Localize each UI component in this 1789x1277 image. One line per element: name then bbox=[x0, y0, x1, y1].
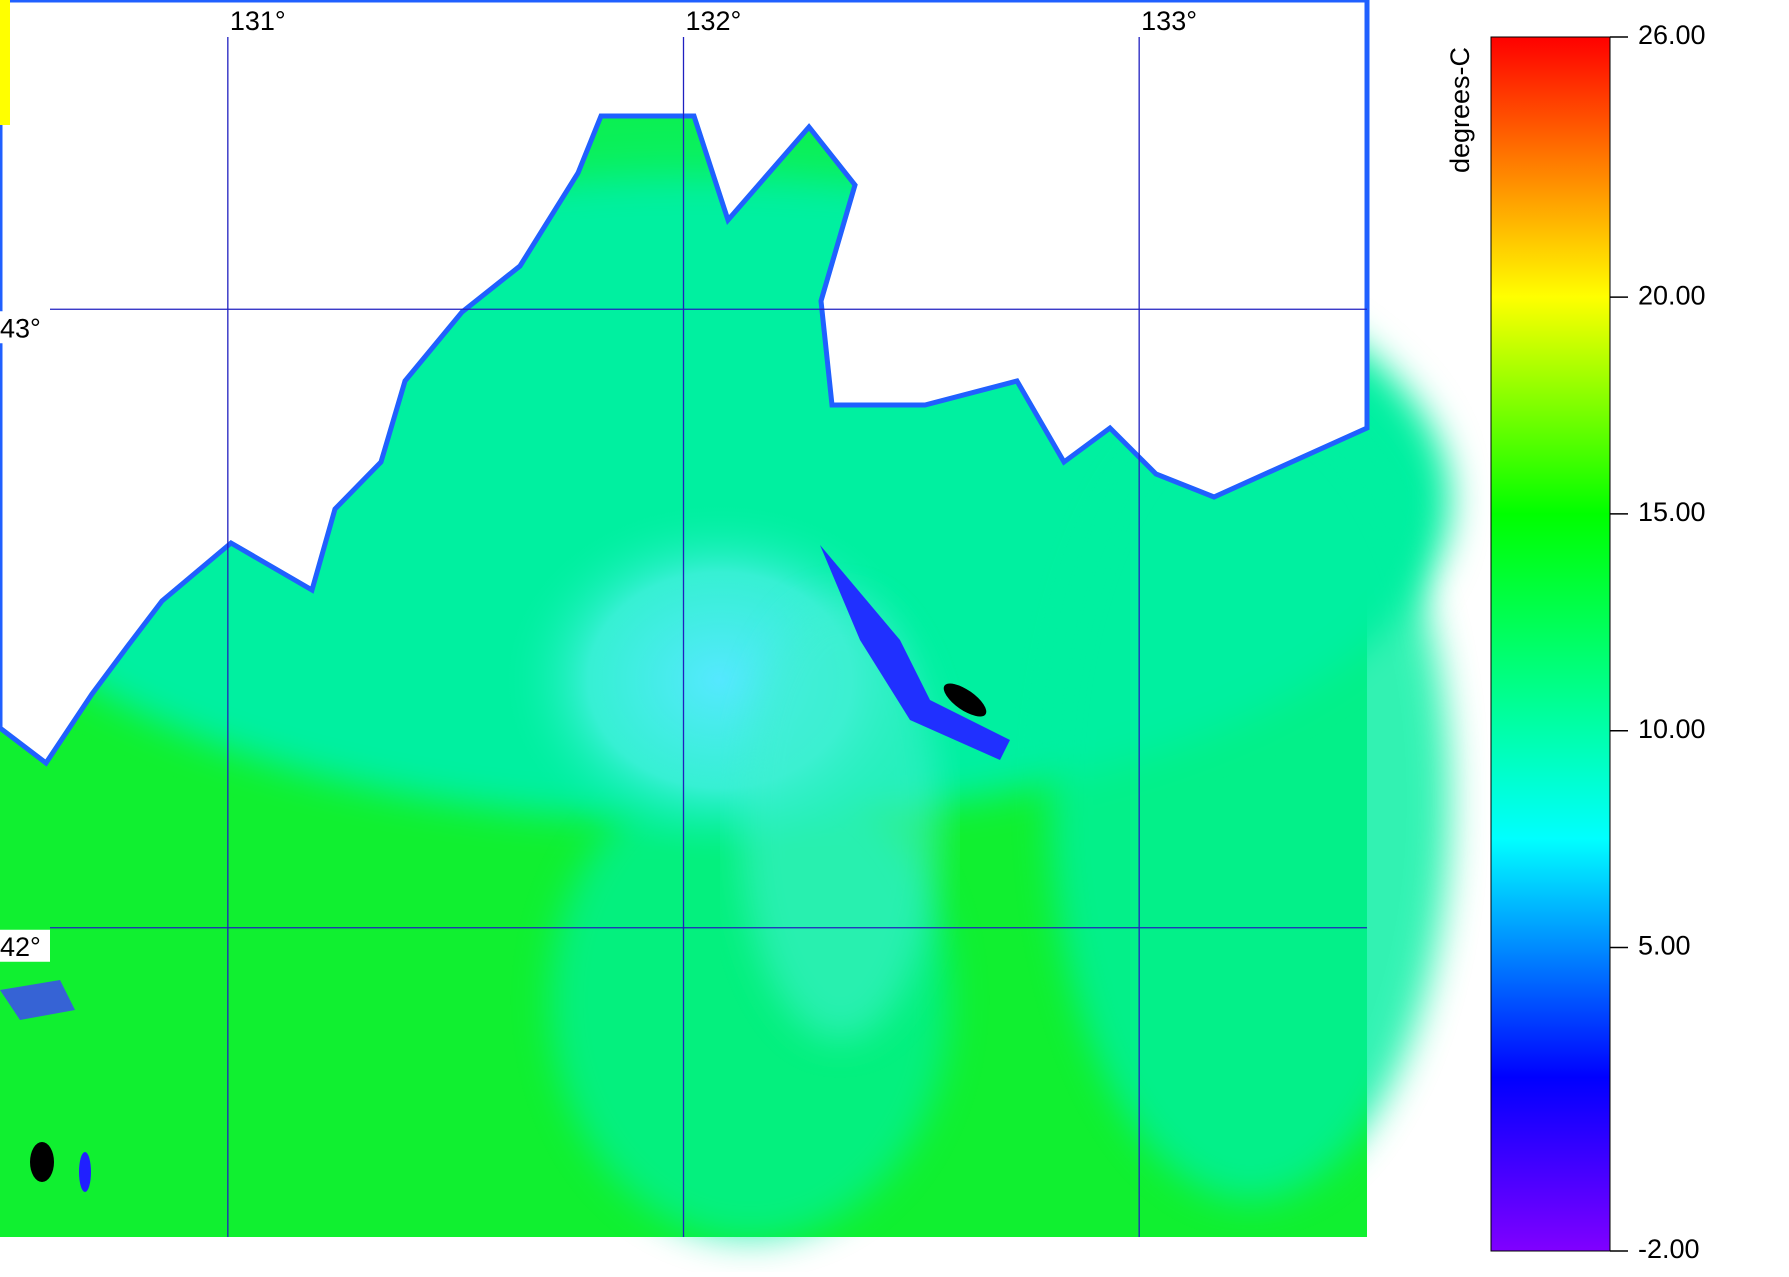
colorbar: 26.00 20.00 15.00 10.00 5.00 -2.00 bbox=[1490, 20, 1706, 1264]
graticule: 131° 132° 133° 43° 42° bbox=[0, 6, 1367, 1237]
colorbar-tick-label: 20.00 bbox=[1638, 280, 1706, 310]
lat-label: 42° bbox=[0, 932, 41, 962]
land bbox=[0, 0, 1370, 767]
yellow-patch bbox=[0, 0, 10, 125]
lat-label: 43° bbox=[0, 313, 41, 343]
lat-label-bg bbox=[0, 929, 50, 962]
lon-label: 131° bbox=[230, 6, 286, 36]
colorbar-tick-label: -2.00 bbox=[1638, 1234, 1700, 1264]
colorbar-tick-label: 5.00 bbox=[1638, 931, 1691, 961]
colorbar-tick-label: 15.00 bbox=[1638, 497, 1706, 527]
lon-label: 133° bbox=[1141, 6, 1197, 36]
lon-label: 132° bbox=[686, 6, 742, 36]
colorbar-label: degrees-C bbox=[1445, 47, 1475, 173]
lat-label-bg bbox=[0, 311, 50, 344]
colorbar-scale bbox=[1490, 36, 1611, 1252]
colorbar-tick-label: 10.00 bbox=[1638, 714, 1706, 744]
colorbar-tick-label: 26.00 bbox=[1638, 20, 1706, 50]
